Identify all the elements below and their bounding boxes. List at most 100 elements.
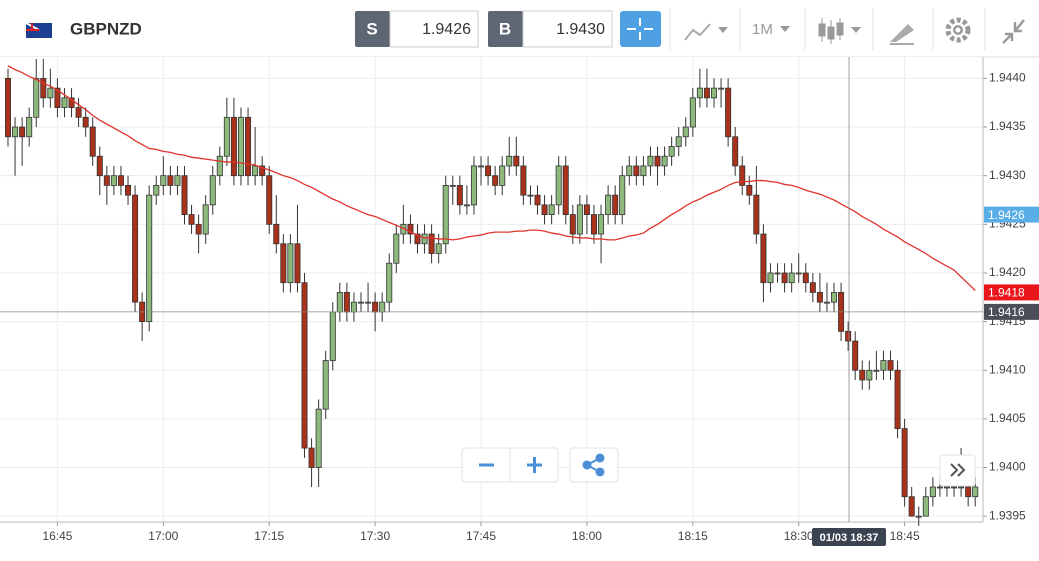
- zoom-controls: [461, 447, 976, 487]
- candle-body: [845, 330, 852, 342]
- candle-body: [273, 223, 280, 245]
- moving-average: [7, 65, 976, 291]
- candle-body: [943, 486, 950, 489]
- timeframe[interactable]: 1M: [752, 21, 773, 38]
- candle-body: [689, 97, 696, 128]
- symbol: GBPNZD: [70, 19, 142, 38]
- candle-body: [548, 204, 555, 215]
- candle-body: [12, 126, 19, 138]
- x-tick-label: 17:30: [360, 529, 390, 543]
- candle-body: [506, 155, 513, 167]
- candle-body: [146, 194, 153, 323]
- candle-body: [343, 292, 350, 313]
- y-tick-label: 1.9430: [989, 168, 1026, 182]
- candle-body: [583, 204, 590, 215]
- price-label: 1.9426: [988, 208, 1025, 222]
- candle-body: [922, 496, 929, 517]
- candle-body: [682, 126, 689, 138]
- crosshair-time-box: [812, 528, 886, 546]
- candle-body: [294, 243, 301, 284]
- candle-body: [280, 243, 287, 284]
- candle-body: [329, 311, 336, 361]
- crosshair-button[interactable]: [620, 11, 661, 47]
- sell-button[interactable]: [355, 11, 390, 47]
- candle-body: [421, 233, 428, 245]
- candle-body: [195, 223, 202, 235]
- candle-body: [696, 87, 703, 99]
- y-tick-label: 1.9410: [989, 362, 1026, 376]
- crosshair-time: 01/03 18:37: [820, 532, 879, 544]
- candle-body: [54, 87, 61, 108]
- candle-body: [26, 116, 33, 138]
- candle-body: [908, 496, 915, 517]
- candle-body: [110, 175, 117, 186]
- candle-body: [576, 204, 583, 235]
- candle-body: [287, 243, 294, 284]
- candle-body: [33, 78, 40, 118]
- candle-body: [520, 165, 527, 196]
- candle-body: [414, 233, 421, 245]
- candle-body: [647, 155, 654, 167]
- candle-body: [61, 97, 68, 108]
- candle-body: [449, 185, 456, 187]
- candle-body: [301, 282, 308, 449]
- candle-body: [753, 194, 760, 235]
- candle-body: [866, 369, 873, 381]
- candle-body: [315, 408, 322, 468]
- candle-body: [555, 165, 562, 206]
- plot-area: [0, 57, 983, 522]
- crosshair-price-box: [984, 303, 1039, 320]
- candle-body: [132, 194, 139, 303]
- sell-price-box[interactable]: [389, 10, 479, 48]
- candle-body: [901, 428, 908, 498]
- candle-body: [478, 165, 485, 168]
- buy-button[interactable]: [488, 11, 523, 47]
- candle-body: [929, 486, 936, 498]
- draw-button[interactable]: [890, 24, 914, 45]
- candle-body: [859, 369, 866, 381]
- candle-body: [562, 165, 569, 215]
- candle-body: [216, 155, 223, 177]
- candle-body: [718, 87, 725, 90]
- candle-body: [640, 165, 647, 177]
- candle-body: [958, 486, 965, 489]
- share-box[interactable]: [569, 447, 619, 483]
- y-tick-label: 1.9435: [989, 119, 1026, 133]
- y-tick-label: 1.9440: [989, 71, 1026, 85]
- candle-body: [96, 155, 103, 177]
- candle-body: [125, 185, 132, 196]
- candle-body: [802, 272, 809, 284]
- candle-body: [725, 87, 732, 138]
- buy-price-box[interactable]: [522, 10, 613, 48]
- y-tick-label: 1.9400: [989, 460, 1026, 474]
- candle-body: [428, 233, 435, 254]
- candle-body: [590, 214, 597, 235]
- chart-type-button[interactable]: [684, 23, 728, 41]
- candle-body: [534, 194, 541, 206]
- settings-button[interactable]: [945, 17, 971, 43]
- y-tick-label: 1.9405: [989, 411, 1026, 425]
- candle-body: [19, 126, 26, 138]
- candle-body: [181, 175, 188, 215]
- candle-body: [894, 369, 901, 430]
- candle-body: [527, 194, 534, 197]
- crosshair-icon: [627, 18, 653, 40]
- collapse-button[interactable]: [1002, 19, 1025, 44]
- sell-price: 1.9426: [422, 21, 471, 38]
- candle-body: [463, 204, 470, 207]
- candle-body: [393, 233, 400, 264]
- candle-body: [612, 194, 619, 215]
- candle-body: [174, 175, 181, 186]
- candle-body: [732, 136, 739, 167]
- candle-body: [760, 233, 767, 284]
- candle-body: [308, 447, 315, 468]
- candle-body: [336, 292, 343, 313]
- candle-body: [774, 272, 781, 275]
- candle-body: [322, 360, 329, 410]
- y-tick-label: 1.9395: [989, 508, 1026, 522]
- candle-body: [951, 486, 958, 489]
- candle-body: [372, 301, 379, 313]
- zoom-in[interactable]: [527, 457, 542, 473]
- candle-body: [936, 486, 943, 489]
- candle-button[interactable]: [818, 18, 861, 44]
